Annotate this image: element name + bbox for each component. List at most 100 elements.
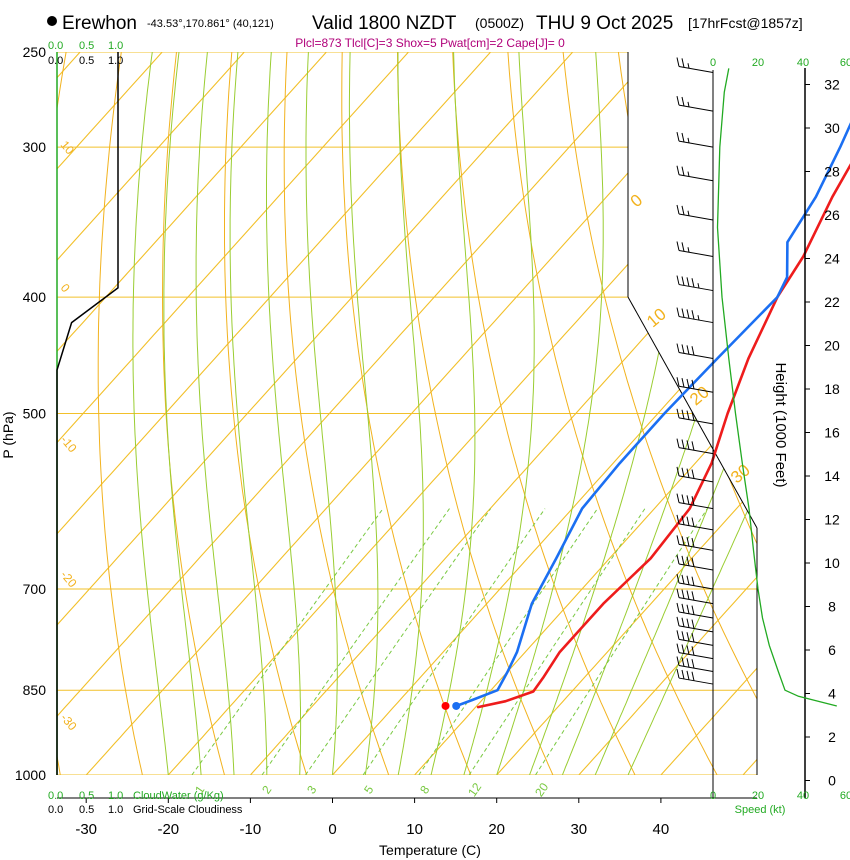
wind-barb-staff	[678, 665, 714, 672]
speed-tick-top-0: 0	[710, 57, 716, 69]
mixing-ratio-label: 8	[417, 783, 432, 797]
wind-barb-staff	[678, 652, 714, 660]
cloudwater-tick-bottom-2: 1.0	[108, 790, 123, 802]
wind-barb-feather	[676, 57, 680, 67]
wind-barb-feather	[676, 275, 680, 285]
wind-barb-staff	[678, 447, 714, 455]
wind-barb-feather	[691, 517, 695, 527]
wind-barb-feather	[676, 630, 680, 640]
wind-barb-staff	[678, 284, 714, 292]
wind-barb	[676, 57, 714, 73]
wind-barb-feather	[681, 276, 685, 286]
height-tick-label: 0	[828, 773, 836, 789]
wind-barb-staff	[678, 352, 714, 360]
wind-barb-staff	[678, 316, 714, 324]
wind-barb-feather	[681, 603, 685, 613]
wind-barb-staff	[678, 385, 714, 393]
height-tick-label: 16	[824, 425, 840, 441]
wind-barb-feather	[691, 441, 695, 451]
wind-barb	[676, 131, 714, 148]
wind-barb-feather	[691, 671, 695, 681]
wind-barb-feather	[676, 95, 680, 106]
isotherm-line	[57, 52, 656, 775]
wind-barb-feather	[681, 467, 685, 477]
wind-barb-feather	[686, 410, 690, 420]
wind-barb-half-feather	[687, 137, 690, 143]
moist-adiabat-line	[496, 52, 604, 775]
wind-speed-line	[716, 68, 837, 707]
wind-barb-feather	[686, 632, 690, 642]
mixing-ratio-label: 2	[259, 783, 274, 797]
wind-barb-staff	[678, 597, 714, 605]
cloudiness-tick-bottom-1: 0.5	[79, 804, 94, 816]
wind-barb-feather	[691, 278, 695, 288]
isotherm-line	[496, 52, 757, 775]
mixing-ratio-line	[305, 508, 492, 775]
moist-adiabat-line	[163, 52, 202, 775]
moist-adiabat-line	[397, 52, 424, 775]
wind-barb-feather	[681, 669, 685, 680]
wind-barb-feather	[681, 589, 685, 599]
moist-adiabat-line	[266, 52, 302, 775]
plot-area	[57, 52, 757, 775]
site-marker-icon	[47, 16, 57, 26]
height-tick-label: 12	[824, 512, 840, 528]
speed-tick-top-1: 20	[752, 57, 764, 69]
wind-barb-feather	[686, 645, 690, 655]
isotherm-line	[414, 52, 757, 775]
moist-adiabat-line	[229, 52, 268, 775]
wind-barb-feather	[686, 575, 690, 585]
wind-barb	[676, 241, 714, 257]
wind-barb-feather	[691, 605, 695, 615]
cloudwater-label: CloudWater (g/Kg)	[133, 790, 224, 802]
wind-barb-staff	[678, 140, 714, 148]
dewpoint-profile-line	[454, 122, 850, 708]
wind-barb-feather	[681, 555, 685, 566]
mixing-ratio-label: 5	[361, 783, 376, 797]
wind-barb	[676, 573, 714, 590]
height-tick-label: 14	[824, 468, 840, 484]
cloudiness-label: Grid-Scale Cloudiness	[133, 804, 243, 816]
mixing-ratio-label: 12	[465, 780, 484, 799]
dewpoint-parcel-dot	[452, 701, 461, 710]
speed-tick-bottom-3: 60	[840, 790, 850, 802]
wind-barb-feather	[681, 644, 685, 654]
wind-barb-feather	[681, 494, 685, 504]
wind-barb	[676, 95, 714, 112]
height-tick-label: 24	[824, 251, 840, 267]
height-tick-label: 28	[824, 164, 840, 180]
mixing-ratio-line	[191, 508, 384, 775]
dry-adiabat-line	[341, 52, 482, 775]
wind-barb	[676, 554, 714, 571]
wind-barb-feather	[681, 132, 685, 143]
wind-barb	[676, 602, 714, 619]
wind-barb-staff	[678, 638, 714, 646]
cloudiness-tick-top-0: 0.0	[48, 55, 63, 67]
wind-barb-half-feather	[687, 171, 690, 177]
wind-barb-half-feather	[697, 315, 700, 321]
site-coords: -43.53°,170.861° (40,121)	[147, 18, 274, 30]
wind-barb-feather	[686, 495, 690, 505]
wind-barb-feather	[676, 377, 680, 387]
isotherm-line	[332, 52, 757, 775]
temp-tick-label: 30	[570, 821, 587, 838]
temp-tick-label: -30	[75, 821, 97, 838]
wind-barb-feather	[691, 619, 695, 629]
wind-barb-staff	[678, 611, 714, 619]
speed-axis-label: Speed (kt)	[735, 804, 786, 816]
wind-barb-feather	[691, 379, 695, 390]
height-tick-label: 2	[828, 729, 836, 745]
wind-barb	[676, 588, 714, 605]
wind-barb-feather	[691, 659, 695, 669]
dry-adiabat-line	[615, 52, 757, 775]
cloudwater-tick-top-0: 0.0	[48, 40, 63, 52]
mixing-ratio-line	[535, 508, 708, 775]
isotherm-line	[660, 52, 757, 775]
wind-barb-feather	[676, 131, 680, 142]
parcel-parameters: Plcl=873 Tlcl[C]=3 Shox=5 Pwat[cm]=2 Cap…	[295, 36, 565, 50]
wind-barb-feather	[676, 466, 680, 476]
wind-barb-feather	[676, 307, 680, 317]
wind-barb-feather	[681, 515, 685, 525]
wind-barb-feather	[676, 588, 680, 598]
